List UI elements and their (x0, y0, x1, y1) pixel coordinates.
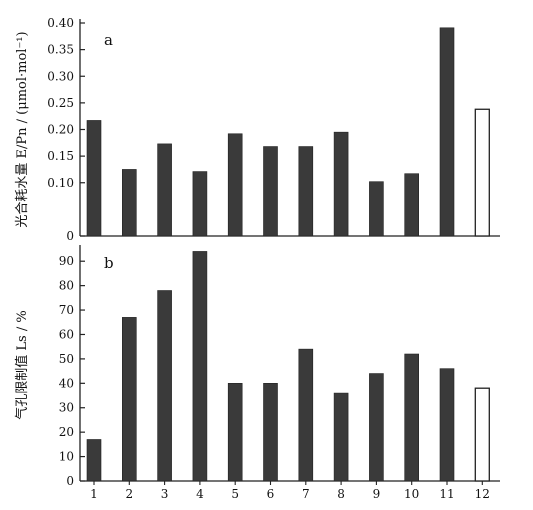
bar-b-7 (298, 348, 314, 482)
y-tick-label-a: 0.10 (47, 176, 74, 190)
bar-a-4 (192, 171, 208, 237)
bar-b-8 (333, 392, 349, 482)
x-tick-label: 11 (439, 487, 454, 501)
panel-a: 0 0.10 0.15 0.20 0.25 0.30 0.35 0.40 a 光合耗水量 E/Pn… (15, 16, 500, 243)
panel-label-b: b (104, 254, 114, 272)
x-tick-label: 3 (161, 487, 169, 501)
y-tick-label-b: 40 (59, 376, 74, 390)
bar-a-8 (333, 131, 349, 237)
bar-b-9 (369, 373, 384, 482)
bar-b-11 (439, 368, 455, 482)
panel-label-a: a (104, 31, 113, 49)
x-tick-label: 12 (475, 487, 490, 501)
y-tick-label-b: 80 (59, 279, 74, 293)
bar-a-10 (404, 173, 420, 237)
x-tick-label: 2 (125, 487, 133, 501)
bar-a-1 (86, 120, 102, 237)
x-tick-label: 4 (196, 487, 204, 501)
x-tick-label: 7 (302, 487, 310, 501)
x-tick-label: 6 (267, 487, 275, 501)
bar-b-5 (227, 383, 243, 482)
bar-a-3 (157, 143, 172, 237)
y-tick-label-a: 0.15 (47, 149, 74, 163)
x-tick-label: 1 (90, 487, 98, 501)
y-tick-label-b: 50 (59, 352, 74, 366)
y-tick-label-b: 10 (59, 450, 74, 464)
bar-a-9 (369, 181, 384, 237)
x-tick-label: 10 (404, 487, 419, 501)
y-tick-label-b: 30 (59, 401, 74, 415)
y-tick-label-b: 70 (59, 303, 74, 317)
bar-a-6 (263, 146, 278, 237)
bar-b-6 (263, 383, 278, 482)
y-tick-label-a: 0.40 (47, 16, 74, 30)
bar-b-1 (86, 439, 102, 482)
bar-a-5 (227, 133, 243, 237)
y-tick-label-a: 0.20 (47, 123, 74, 137)
bar-b-12 (474, 387, 490, 482)
x-tick-label: 8 (337, 487, 345, 501)
y-tick-label-a: 0.30 (47, 69, 74, 83)
x-tick-label: 5 (231, 487, 239, 501)
y-axis-title-a: 光合耗水量 E/Pn / (μmol·mol⁻¹) (15, 31, 30, 227)
y-tick-label-a: 0.25 (47, 96, 74, 110)
y-tick-label-a: 0 (66, 229, 74, 243)
bar-b-3 (157, 290, 172, 482)
y-axis-title-b: 气孔限制值 Ls / % (14, 310, 30, 419)
y-tick-label-b: 0 (66, 474, 74, 488)
y-tick-label-b: 20 (59, 425, 74, 439)
bar-a-11 (439, 27, 455, 237)
bar-b-2 (122, 317, 137, 482)
y-tick-label-a: 0.35 (47, 43, 74, 57)
bar-a-7 (298, 146, 314, 237)
bar-b-10 (404, 353, 420, 482)
bar-a-2 (122, 169, 137, 237)
bar-a-12 (474, 108, 490, 237)
bar-b-4 (192, 251, 208, 482)
y-tick-label-b: 60 (59, 327, 74, 341)
x-tick-label: 9 (373, 487, 381, 501)
y-tick-label-b: 90 (59, 254, 74, 268)
